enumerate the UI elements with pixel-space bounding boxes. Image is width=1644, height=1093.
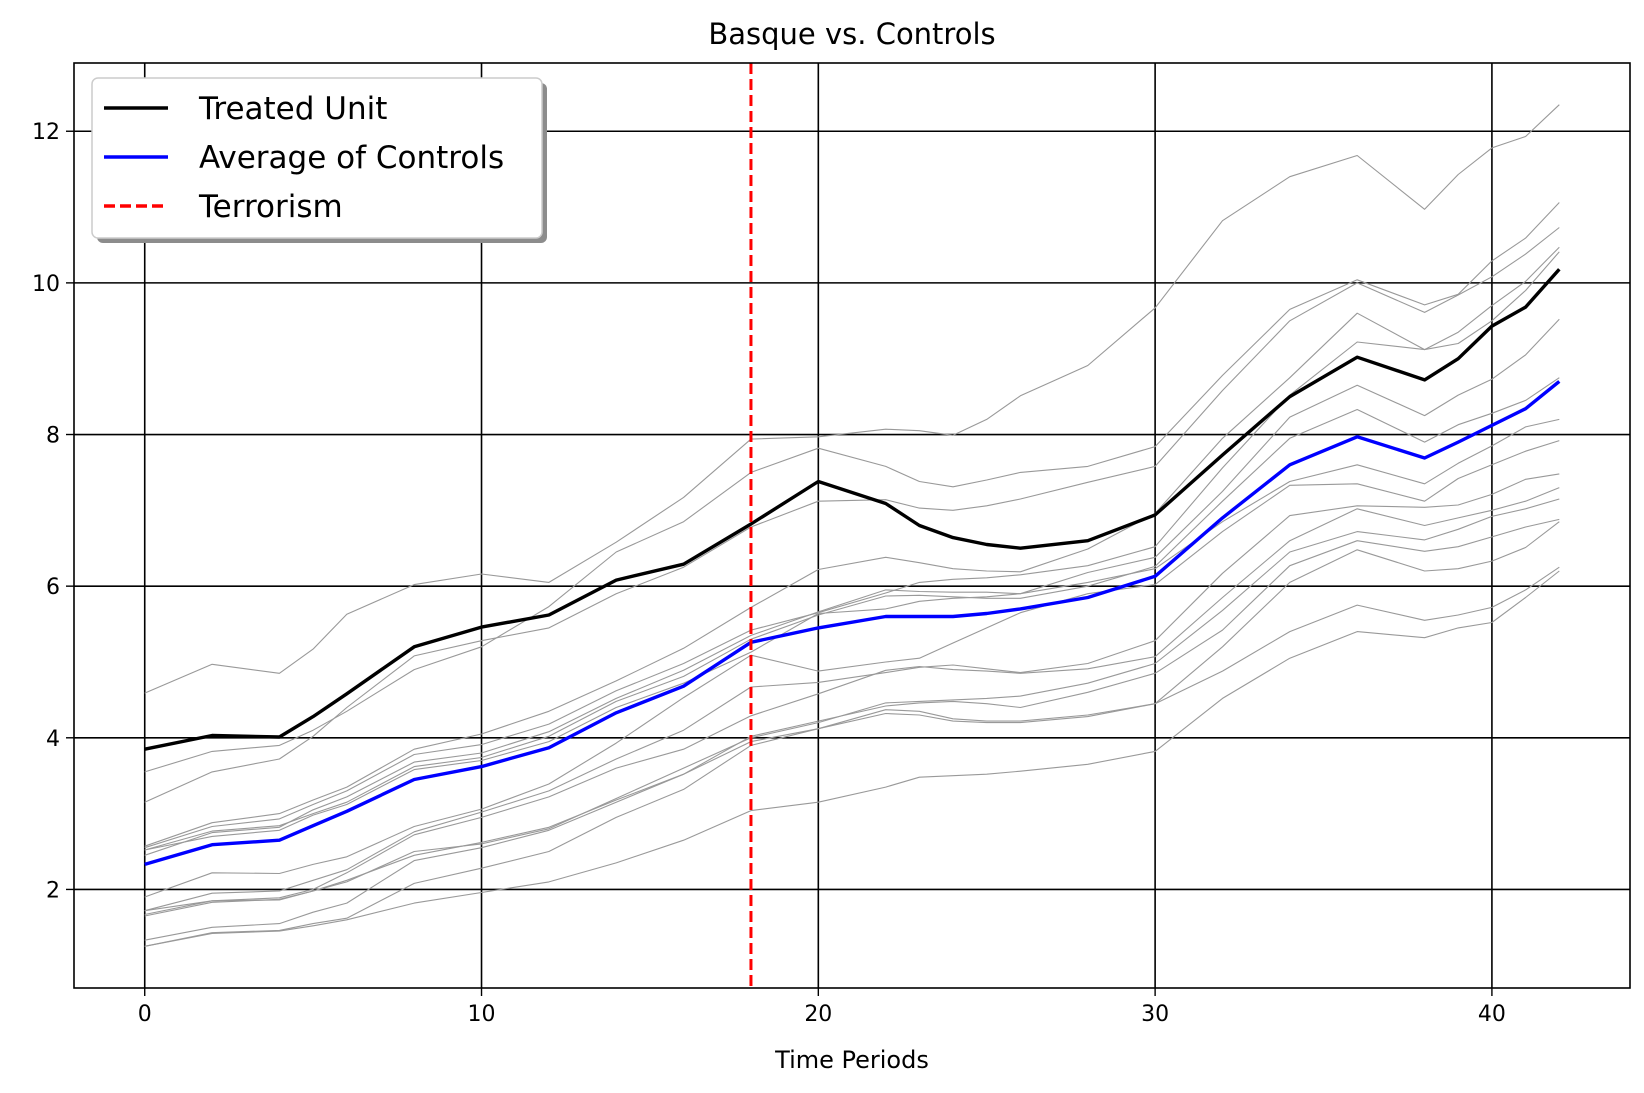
control-series-group: [144, 104, 1560, 947]
legend: Treated Unit Average of Controls Terrorism: [91, 77, 547, 243]
control-series-line-8: [144, 377, 1560, 851]
average-of-controls-line: [144, 380, 1561, 867]
control-series-line-2: [144, 104, 1560, 694]
y-tick-label: 6: [46, 575, 60, 600]
legend-entry-label: Terrorism: [198, 189, 343, 225]
treated-unit-line: [144, 268, 1561, 751]
main-series-group: [144, 63, 1561, 988]
x-axis-label: Time Periods: [774, 1046, 929, 1074]
control-series-line-17: [144, 570, 1560, 947]
control-series-line-10: [144, 440, 1560, 898]
x-tick-label: 20: [804, 1002, 832, 1027]
legend-entry-label: Treated Unit: [198, 91, 387, 127]
control-series-line-4: [144, 227, 1560, 803]
control-series-line-9: [144, 418, 1560, 851]
control-series-line-12: [144, 487, 1560, 912]
axis-ticks: 0 10 20 30 40 2 4 6 8 10 12: [32, 120, 1506, 1027]
control-series-line-11: [144, 473, 1560, 912]
control-series-line-3: [144, 202, 1560, 773]
control-series-line-5: [144, 246, 1560, 847]
control-series-line-15: [144, 521, 1560, 941]
legend-entry-label: Average of Controls: [199, 140, 504, 176]
x-tick-label: 10: [468, 1002, 496, 1027]
legend-box: [91, 77, 543, 239]
control-series-line-7: [144, 318, 1560, 856]
y-tick-label: 2: [46, 878, 60, 903]
chart-title: Basque vs. Controls: [708, 17, 995, 51]
y-tick-label: 4: [46, 727, 60, 752]
control-series-line-14: [144, 518, 1560, 916]
y-tick-label: 10: [32, 272, 60, 297]
x-tick-label: 0: [138, 1002, 152, 1027]
y-tick-label: 8: [46, 424, 60, 449]
control-series-line-6: [144, 251, 1560, 849]
y-tick-label: 12: [32, 120, 60, 145]
x-tick-label: 30: [1141, 1002, 1169, 1027]
plot-frame: [73, 62, 1631, 989]
x-tick-label: 40: [1478, 1002, 1506, 1027]
control-series-line-16: [144, 566, 1560, 947]
grid: [74, 63, 1630, 988]
